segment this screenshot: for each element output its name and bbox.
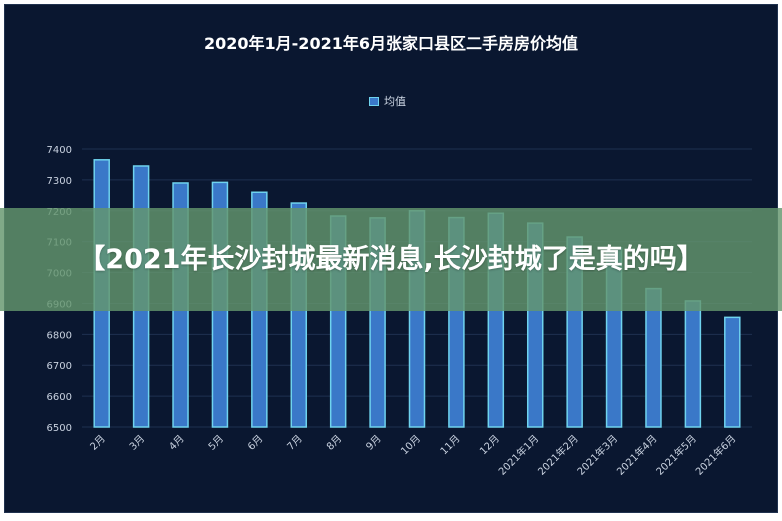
y-tick-label: 6600: [47, 392, 72, 403]
x-tick-label: 2021年5月: [653, 432, 699, 478]
x-tick-label: 3月: [127, 433, 147, 453]
y-tick-label: 7400: [47, 145, 72, 156]
x-tick-label: 12月: [477, 433, 502, 458]
x-tick-label: 2021年2月: [535, 432, 581, 478]
x-tick-label: 2月: [88, 433, 108, 453]
x-tick-label: 10月: [399, 433, 424, 458]
bar[interactable]: [724, 316, 741, 428]
headline-banner: 【2021年长沙封城最新消息,长沙封城了是真的吗】: [0, 208, 782, 311]
x-tick-label: 2021年4月: [614, 432, 660, 478]
legend-swatch: [369, 96, 379, 106]
x-tick-label: 6月: [245, 433, 265, 453]
x-tick-label: 9月: [364, 433, 384, 453]
bar[interactable]: [684, 300, 702, 428]
x-tick-label: 2021年3月: [574, 432, 620, 478]
headline-text: 【2021年长沙封城最新消息,长沙封城了是真的吗】: [78, 244, 704, 275]
x-tick-label: 7月: [285, 433, 305, 453]
legend[interactable]: 均值: [369, 93, 406, 109]
x-tick-label: 2021年1月: [496, 432, 542, 478]
y-tick-label: 6700: [47, 361, 72, 372]
x-tick-label: 11月: [438, 433, 463, 458]
x-tick-label: 2021年6月: [693, 432, 739, 478]
x-axis-ticks: 2月 3月 4月 5月 6月 7月 8月 9月 10月 11月 12月2021年1月2021年2月2…: [88, 432, 739, 478]
chart-title: 2020年1月-2021年6月张家口县区二手房房价均值: [204, 34, 578, 53]
y-tick-label: 6500: [47, 423, 72, 434]
y-tick-label: 7300: [47, 176, 72, 187]
y-tick-label: 6800: [47, 330, 72, 341]
legend-label: 均值: [384, 95, 406, 108]
x-tick-label: 5月: [206, 433, 226, 453]
x-tick-label: 8月: [324, 433, 344, 453]
x-tick-label: 4月: [167, 433, 187, 453]
